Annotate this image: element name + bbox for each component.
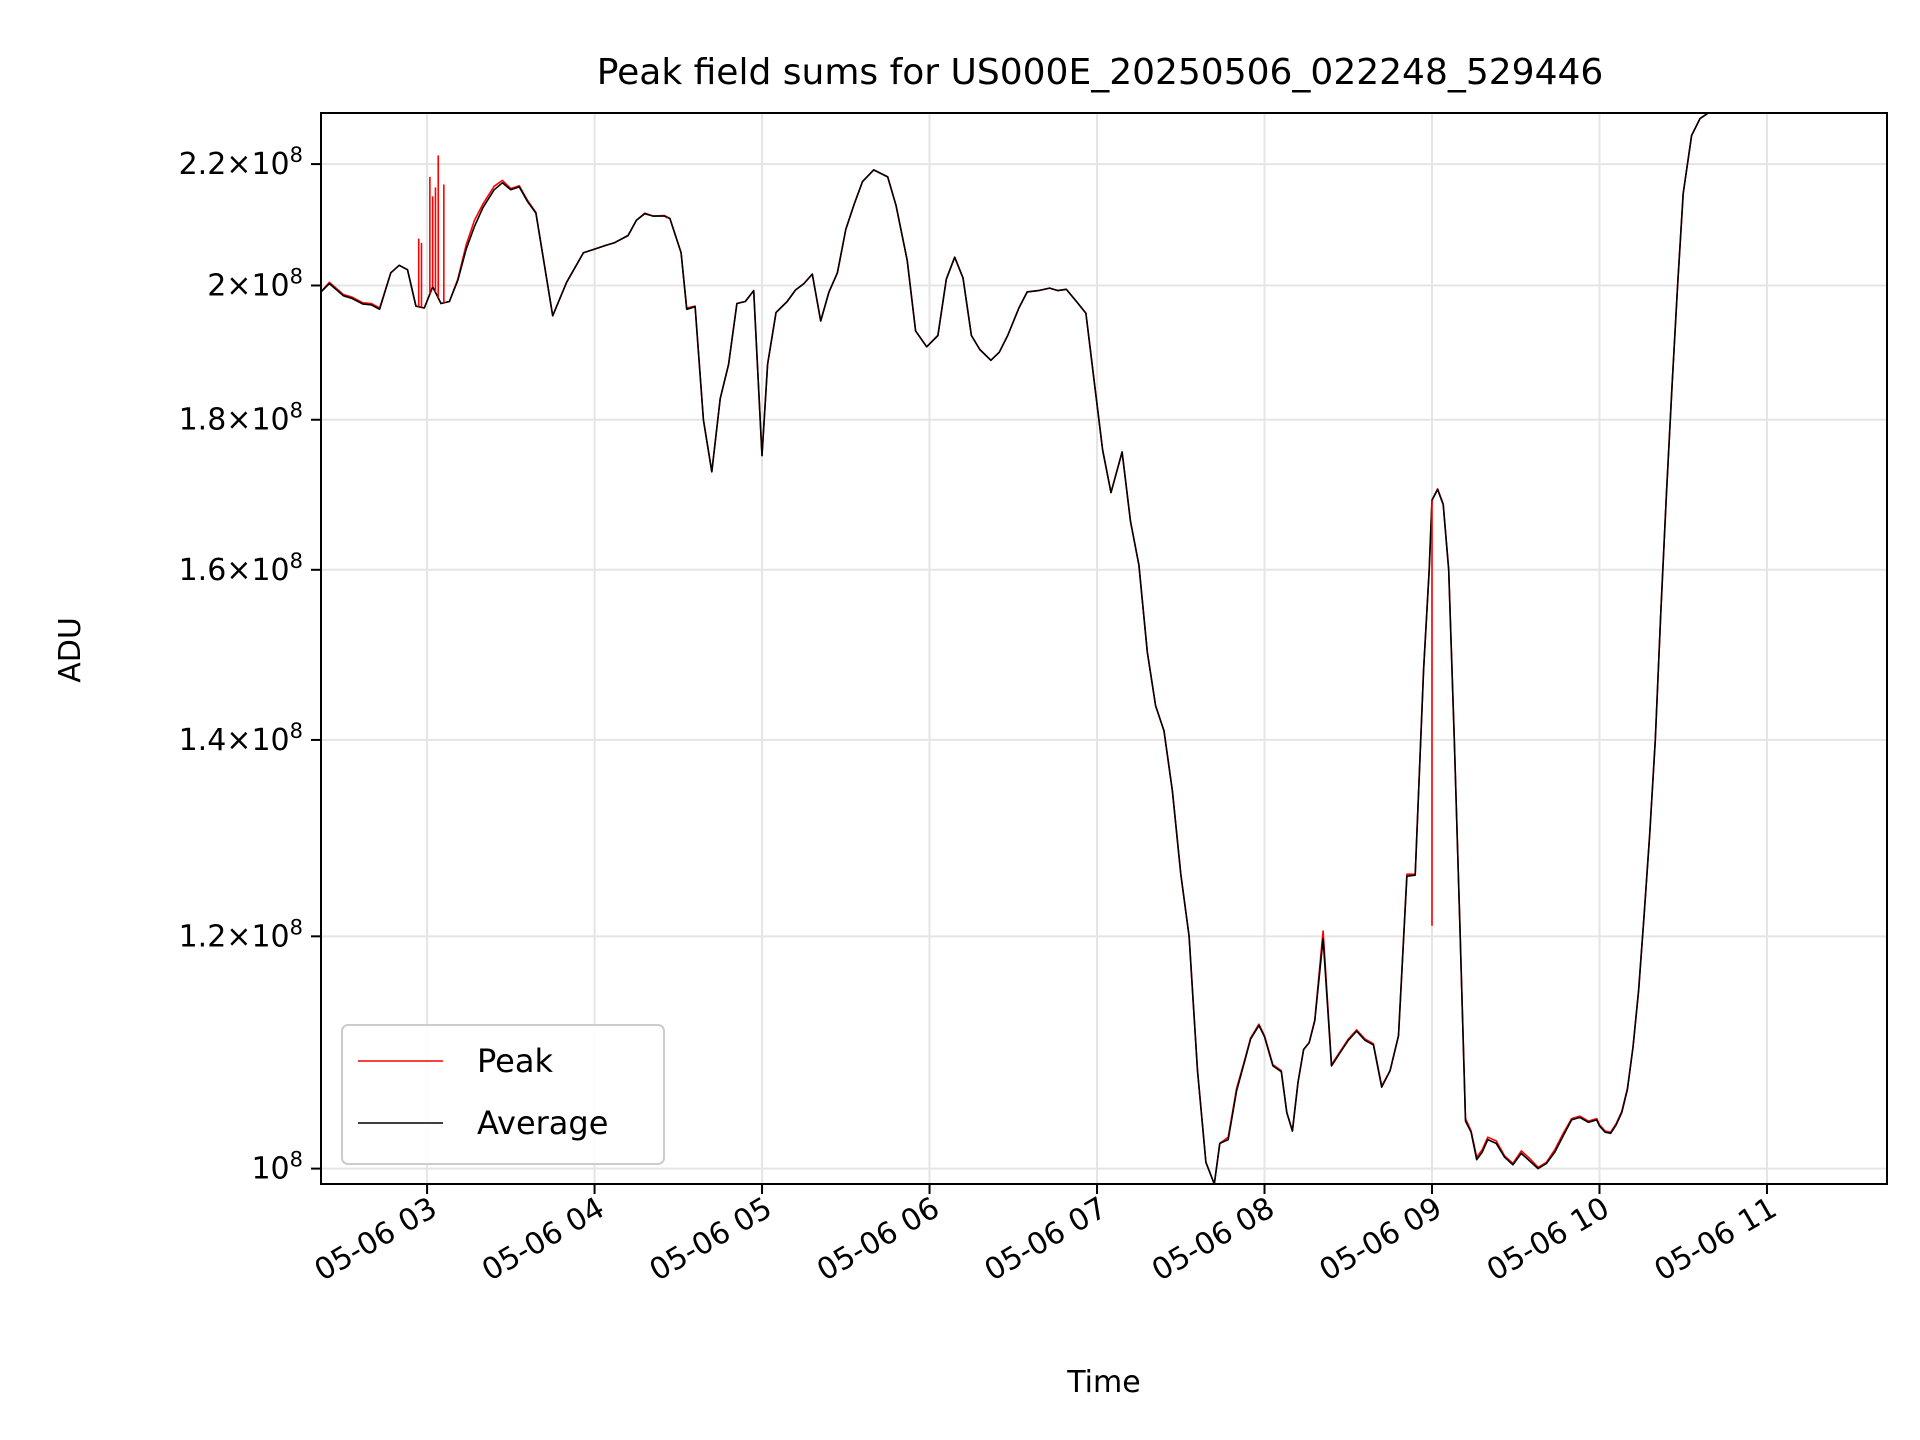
series-line-peak [321, 113, 1834, 1184]
chart-title: Peak field sums for US000E_20250506_0222… [597, 52, 1604, 93]
y-tick-label: 1.6×108 [179, 549, 303, 588]
x-tick-label: 05-06 04 [476, 1191, 610, 1289]
x-tick-label: 05-06 05 [644, 1191, 778, 1289]
plot-frame [320, 112, 1888, 1185]
x-tick-label: 05-06 06 [811, 1191, 945, 1289]
x-axis-label: Time [1066, 1365, 1140, 1400]
y-tick-label: 1.8×108 [179, 399, 303, 438]
y-axis: 108 1.2×108 1.4×108 1.6×108 1.8×108 2×108 2.2×… [179, 143, 321, 1187]
y-tick-label: 2×108 [207, 265, 303, 304]
legend-label-peak: Peak [477, 1042, 553, 1080]
x-axis: 05-06 03 05-06 04 05-06 05 05-06 06 05-06 07… [309, 1184, 1783, 1288]
x-tick-label: 05-06 03 [309, 1191, 443, 1289]
legend-label-average: Average [477, 1104, 608, 1142]
legend-box [341, 1024, 665, 1165]
series-line-average [321, 113, 1834, 1184]
x-tick-label: 05-06 08 [1146, 1191, 1280, 1289]
y-tick-label: 1.4×108 [179, 719, 303, 758]
y-axis-label: ADU [53, 617, 88, 683]
x-tick-label: 05-06 11 [1649, 1191, 1783, 1289]
y-tick-label: 2.2×108 [179, 143, 303, 182]
plot-lines [321, 113, 1834, 1184]
x-tick-label: 05-06 10 [1481, 1191, 1615, 1289]
y-tick-label: 108 [251, 1148, 303, 1187]
grid [321, 113, 1887, 1184]
x-tick-label: 05-06 07 [979, 1191, 1113, 1289]
x-tick-label: 05-06 09 [1314, 1191, 1448, 1289]
legend: Peak Average [341, 1024, 665, 1165]
y-tick-label: 1.2×108 [179, 915, 303, 954]
